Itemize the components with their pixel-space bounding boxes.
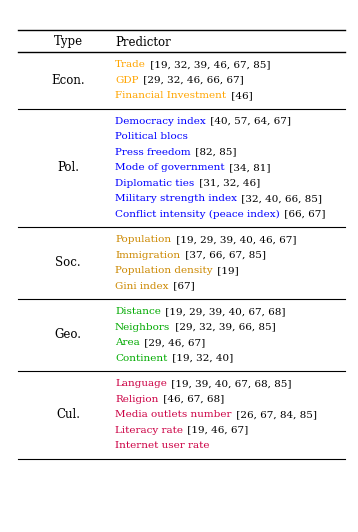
Text: [46]: [46] <box>228 92 252 100</box>
Text: Mode of government: Mode of government <box>115 163 224 172</box>
Text: [19, 29, 39, 40, 67, 68]: [19, 29, 39, 40, 67, 68] <box>163 307 286 316</box>
Text: Type: Type <box>53 36 83 48</box>
Text: Population density: Population density <box>115 266 213 275</box>
Text: Econ.: Econ. <box>51 74 85 87</box>
Text: [66, 67]: [66, 67] <box>281 210 326 219</box>
Text: [19]: [19] <box>214 266 239 275</box>
Text: [19, 29, 39, 40, 46, 67]: [19, 29, 39, 40, 46, 67] <box>173 235 296 244</box>
Text: Press freedom: Press freedom <box>115 148 190 157</box>
Text: Population: Population <box>115 235 171 244</box>
Text: Religion: Religion <box>115 395 158 404</box>
Text: Conflict intensity (peace index): Conflict intensity (peace index) <box>115 210 280 219</box>
Text: Internet user rate: Internet user rate <box>115 441 209 450</box>
Text: Predictor: Predictor <box>115 36 171 48</box>
Text: [67]: [67] <box>170 282 195 291</box>
Text: [82, 85]: [82, 85] <box>192 148 237 157</box>
Text: Political blocs: Political blocs <box>115 132 188 142</box>
Text: [19, 32, 40]: [19, 32, 40] <box>169 354 233 363</box>
Text: [32, 40, 66, 85]: [32, 40, 66, 85] <box>238 194 323 203</box>
Text: [29, 46, 67]: [29, 46, 67] <box>141 338 205 347</box>
Text: [19, 46, 67]: [19, 46, 67] <box>184 426 249 435</box>
Text: [37, 66, 67, 85]: [37, 66, 67, 85] <box>182 251 266 260</box>
Text: Financial Investment: Financial Investment <box>115 92 226 100</box>
Text: Soc.: Soc. <box>55 256 81 270</box>
Text: Trade: Trade <box>115 60 146 69</box>
Text: Continent: Continent <box>115 354 168 363</box>
Text: [29, 32, 46, 66, 67]: [29, 32, 46, 66, 67] <box>140 76 244 85</box>
Text: Neighbors: Neighbors <box>115 323 170 332</box>
Text: Language: Language <box>115 379 167 388</box>
Text: Area: Area <box>115 338 140 347</box>
Text: GDP: GDP <box>115 76 139 85</box>
Text: Immigration: Immigration <box>115 251 180 260</box>
Text: [26, 67, 84, 85]: [26, 67, 84, 85] <box>233 410 317 419</box>
Text: [29, 32, 39, 66, 85]: [29, 32, 39, 66, 85] <box>172 323 276 332</box>
Text: Democracy index: Democracy index <box>115 117 206 126</box>
Text: Distance: Distance <box>115 307 161 316</box>
Text: Cul.: Cul. <box>56 408 80 421</box>
Text: Pol.: Pol. <box>57 161 79 174</box>
Text: [40, 57, 64, 67]: [40, 57, 64, 67] <box>207 117 291 126</box>
Text: Gini index: Gini index <box>115 282 169 291</box>
Text: [19, 39, 40, 67, 68, 85]: [19, 39, 40, 67, 68, 85] <box>168 379 292 388</box>
Text: [19, 32, 39, 46, 67, 85]: [19, 32, 39, 46, 67, 85] <box>147 60 271 69</box>
Text: Geo.: Geo. <box>54 328 82 342</box>
Text: [34, 81]: [34, 81] <box>226 163 271 172</box>
Text: [31, 32, 46]: [31, 32, 46] <box>196 179 260 188</box>
Text: [46, 67, 68]: [46, 67, 68] <box>160 395 224 404</box>
Text: Military strength index: Military strength index <box>115 194 237 203</box>
Text: Media outlets number: Media outlets number <box>115 410 232 419</box>
Text: Diplomatic ties: Diplomatic ties <box>115 179 194 188</box>
Text: Literacy rate: Literacy rate <box>115 426 183 435</box>
